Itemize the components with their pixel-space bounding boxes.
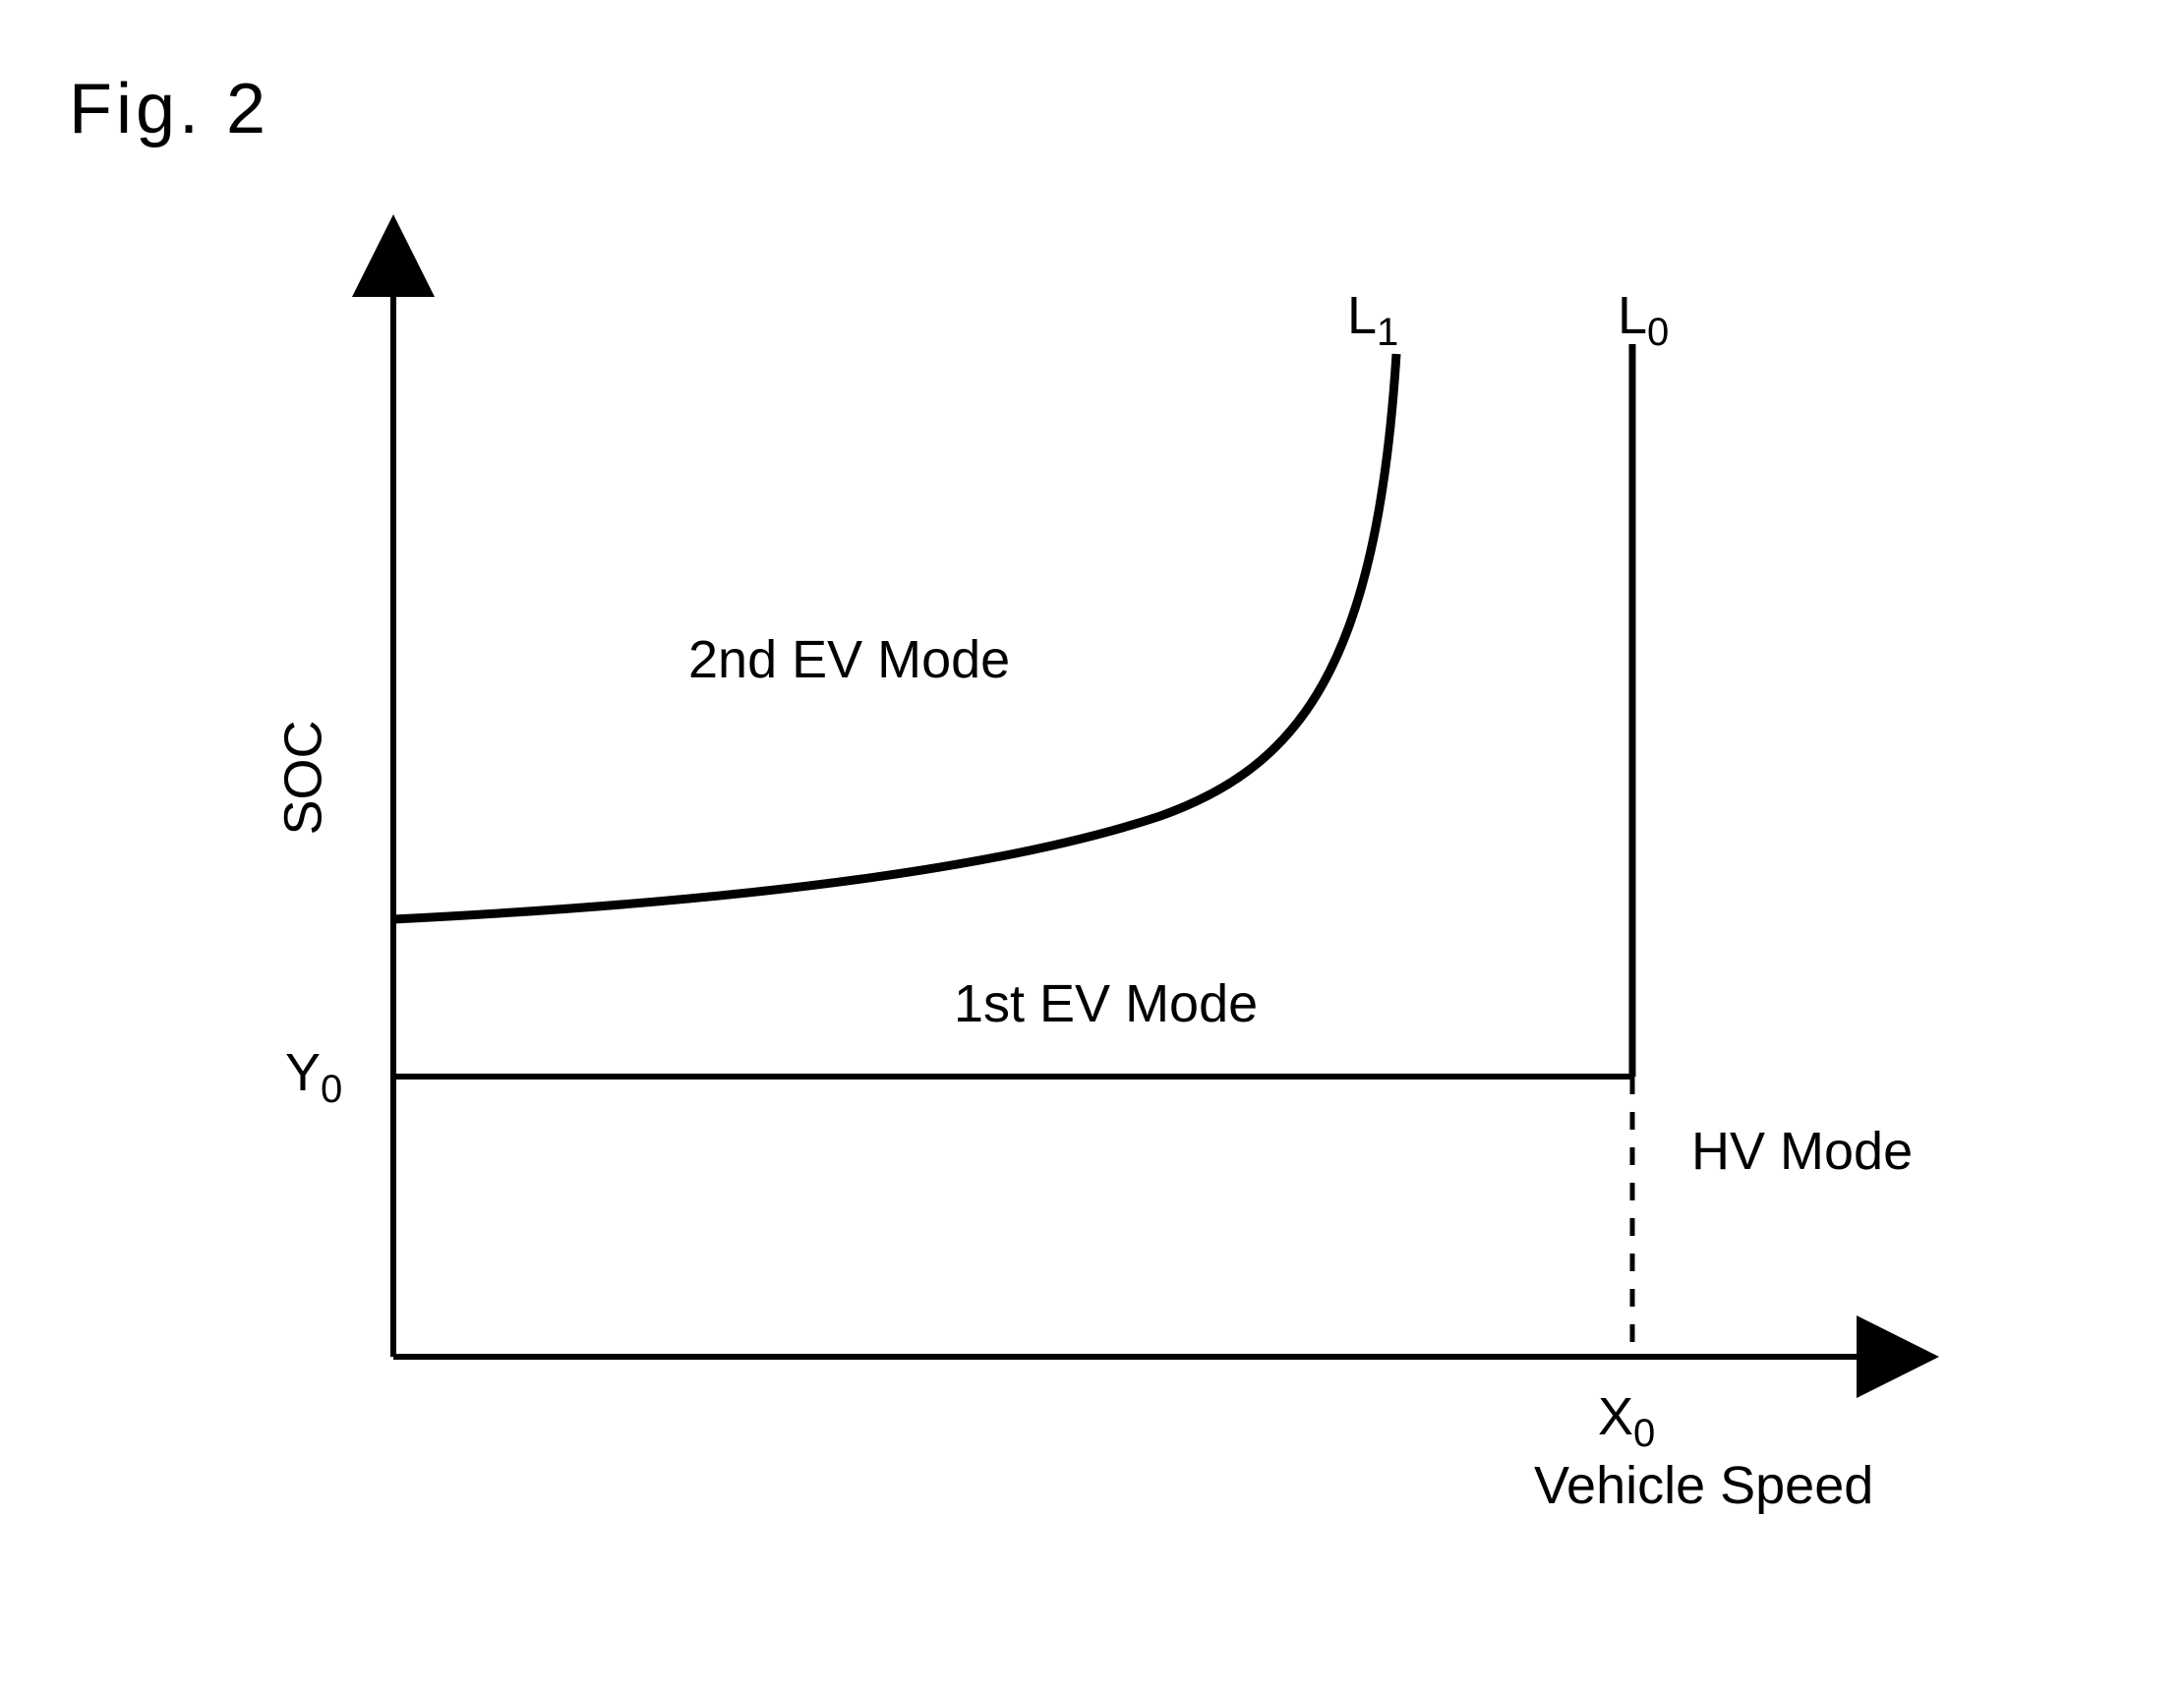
l1-sub: 1	[1377, 311, 1398, 354]
y-axis-label: SOC	[273, 720, 334, 835]
chart-svg	[0, 0, 2184, 1693]
second-ev-mode-label: 2nd EV Mode	[688, 629, 1010, 690]
y0-sub: 0	[321, 1068, 342, 1111]
x0-sub: 0	[1633, 1412, 1655, 1455]
y0-letter: Y	[285, 1043, 321, 1102]
l0-label: L0	[1618, 285, 1669, 355]
x0-letter: X	[1598, 1387, 1633, 1446]
y0-label: Y0	[285, 1042, 342, 1112]
hv-mode-label: HV Mode	[1691, 1121, 1913, 1182]
l1-letter: L	[1347, 286, 1377, 345]
l1-label: L1	[1347, 285, 1398, 355]
l0-letter: L	[1618, 286, 1647, 345]
x0-label: X0	[1598, 1386, 1655, 1456]
x-axis-label: Vehicle Speed	[1534, 1455, 1873, 1516]
l0-sub: 0	[1647, 311, 1669, 354]
figure-page: Fig. 2 SOC Vehicle Speed 2nd EV Mode 1st…	[0, 0, 2184, 1693]
first-ev-mode-label: 1st EV Mode	[954, 973, 1258, 1034]
figure-title: Fig. 2	[69, 69, 269, 149]
